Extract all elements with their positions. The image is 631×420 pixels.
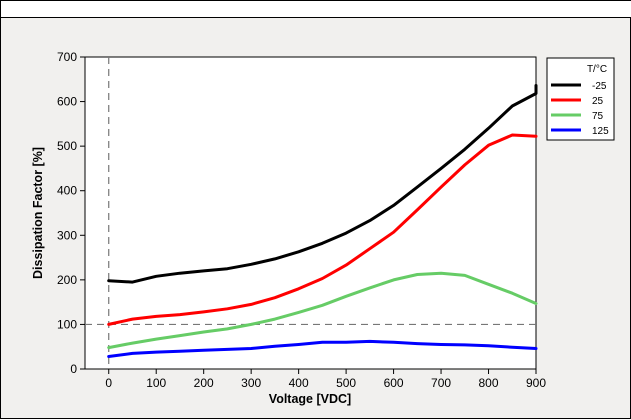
plot-area xyxy=(84,56,537,370)
series-line-25 xyxy=(107,133,538,326)
legend-label: -25 xyxy=(592,81,607,92)
y-axis-title: Dissipation Factor [%] xyxy=(31,147,45,279)
x-tick-label: 400 xyxy=(289,376,309,390)
x-tick-label: 900 xyxy=(526,376,546,390)
x-tick-label: 800 xyxy=(479,376,499,390)
y-tick-label: 300 xyxy=(57,228,77,242)
x-axis-title: Voltage [VDC] xyxy=(269,392,351,406)
legend-label: 125 xyxy=(592,126,609,137)
legend-title: T/°C xyxy=(587,64,607,75)
y-tick-label: 100 xyxy=(57,317,77,331)
y-tick-label: 400 xyxy=(57,184,77,198)
x-tick-label: 0 xyxy=(105,376,112,390)
y-tick-label: 200 xyxy=(57,273,77,287)
y-tick-label: 500 xyxy=(57,139,77,153)
series-line-75 xyxy=(107,271,538,350)
window-top-bar xyxy=(1,1,631,18)
y-tick-label: 600 xyxy=(57,95,77,109)
x-tick-label: 600 xyxy=(384,376,404,390)
x-tick-label: 100 xyxy=(146,376,166,390)
x-tick-label: 700 xyxy=(431,376,451,390)
legend-label: 25 xyxy=(592,96,604,107)
series-line--25 xyxy=(107,84,538,284)
legend: T/°C -25 25 75 125 xyxy=(546,57,615,141)
x-tick-label: 300 xyxy=(241,376,261,390)
x-tick-label: 500 xyxy=(336,376,356,390)
y-tick-label: 700 xyxy=(57,50,77,64)
series-line-125 xyxy=(107,339,538,358)
legend-label: 75 xyxy=(592,111,604,122)
x-tick-label: 200 xyxy=(194,376,214,390)
y-tick-label: 0 xyxy=(70,362,77,376)
